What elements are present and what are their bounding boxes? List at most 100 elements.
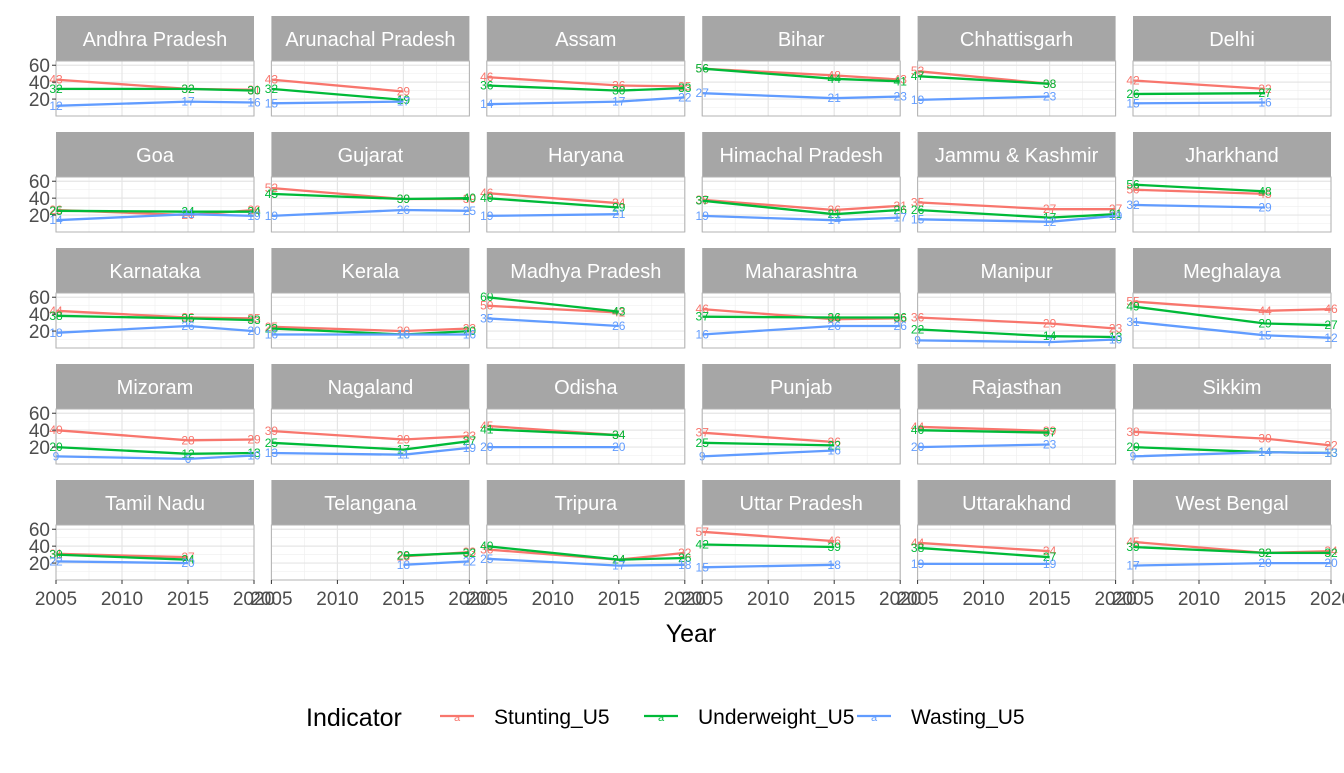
series-line-stunting-u5-himachal-pradesh (702, 198, 901, 212)
data-label-wasting-u5: 21 (828, 91, 842, 105)
data-label-stunting-u5: 29 (397, 84, 411, 98)
data-label-underweight-u5: 34 (612, 428, 626, 442)
series-line-underweight-u5-himachal-pradesh (702, 199, 901, 216)
series-line-wasting-u5-assam (486, 96, 685, 106)
series-line-wasting-u5-madhya-pradesh (486, 317, 619, 328)
panel-border-arunachal-pradesh (270, 60, 470, 117)
data-label-underweight-u5: 37 (1043, 426, 1057, 440)
series-line-underweight-u5-gujarat (271, 192, 470, 201)
facet-label-tripura: Tripura (554, 493, 617, 515)
data-label-wasting-u5: 11 (397, 448, 410, 462)
series-line-underweight-u5-karnataka (55, 314, 255, 322)
series-line-underweight-u5-arunachal-pradesh (271, 87, 404, 102)
facet-label-mizoram: Mizoram (117, 377, 194, 399)
data-label-wasting-u5: 26 (828, 319, 842, 333)
data-label-stunting-u5: 34 (1043, 544, 1057, 558)
facet-label-uttarakhand: Uttarakhand (962, 493, 1071, 515)
data-label-wasting-u5: 16 (397, 327, 411, 341)
series-line-underweight-u5-andhra-pradesh (56, 87, 255, 92)
series-line-stunting-u5-haryana (486, 191, 619, 205)
facet-label-west-bengal: West Bengal (1175, 493, 1288, 515)
y-tick-label: 40 (29, 537, 50, 558)
data-label-underweight-u5: 29 (612, 200, 626, 214)
panel-border-andhra-pradesh (55, 60, 255, 117)
facet-strip-mizoram (56, 364, 254, 409)
x-tick-label: 2015 (382, 589, 424, 610)
data-label-wasting-u5: 17 (181, 95, 195, 109)
facet-label-kerala: Kerala (341, 261, 400, 283)
series-line-underweight-u5-meghalaya (1132, 305, 1332, 327)
facet-strip-tripura (486, 480, 685, 525)
x-tick-label: 2010 (747, 589, 789, 610)
series-line-wasting-u5-bihar (702, 92, 901, 100)
series-line-wasting-u5-haryana (486, 213, 619, 218)
data-label-wasting-u5: 19 (1043, 557, 1057, 571)
series-line-wasting-u5-tripura (486, 557, 685, 567)
data-label-underweight-u5: 17 (397, 443, 411, 457)
panel-border-delhi (1132, 60, 1332, 117)
facet-label-chhattisgarh: Chhattisgarh (960, 29, 1073, 51)
series-line-stunting-u5-maharashtra (702, 307, 901, 321)
data-label-underweight-u5: 14 (1043, 329, 1057, 343)
data-label-wasting-u5: 14 (1258, 445, 1272, 459)
y-tick-label: 40 (29, 421, 50, 442)
panel-border-jammu-kashmir (917, 176, 1117, 233)
facet-strip-jammu-kashmir (917, 132, 1116, 177)
data-label-underweight-u5: 43 (612, 305, 626, 319)
data-label-wasting-u5: 6 (185, 452, 192, 466)
data-label-wasting-u5: 16 (1258, 95, 1272, 109)
panel-border-jharkhand (1132, 176, 1332, 233)
facet-label-meghalaya: Meghalaya (1183, 261, 1282, 283)
series-line-stunting-u5-delhi (1132, 79, 1266, 91)
y-tick-label: 60 (29, 520, 50, 541)
data-label-wasting-u5: 17 (612, 559, 626, 573)
series-line-stunting-u5-meghalaya (1132, 300, 1332, 312)
data-label-wasting-u5: 23 (1043, 438, 1057, 452)
y-tick-label: 60 (29, 172, 50, 193)
series-line-wasting-u5-jharkhand (1132, 203, 1266, 209)
x-tick-label: 2020 (233, 589, 275, 610)
series-line-wasting-u5-tamil-nadu (55, 560, 189, 565)
x-tick-label: 2010 (101, 589, 143, 610)
series-line-wasting-u5-delhi (1132, 101, 1266, 105)
x-tick-label: 2005 (466, 589, 508, 610)
data-label-underweight-u5: 32 (181, 82, 195, 96)
series-line-stunting-u5-assam (486, 75, 685, 88)
y-tick-label: 40 (29, 305, 50, 326)
x-tick-label: 2010 (532, 589, 574, 610)
series-line-stunting-u5-jharkhand (1132, 188, 1266, 196)
panel-border-uttarakhand (917, 524, 1117, 581)
y-tick-label: 40 (29, 73, 50, 94)
data-label-underweight-u5: 22 (828, 438, 842, 452)
panel-border-tripura (486, 524, 686, 581)
x-tick-label: 2005 (250, 589, 292, 610)
data-label-wasting-u5: 29 (1258, 200, 1272, 214)
data-label-wasting-u5: 18 (828, 558, 842, 572)
x-tick-label: 2020 (1094, 589, 1136, 610)
facet-strip-andhra-pradesh (56, 16, 254, 61)
data-label-underweight-u5: 27 (1043, 550, 1057, 564)
series-line-wasting-u5-mizoram (55, 454, 255, 461)
series-line-wasting-u5-telangana (403, 560, 470, 566)
y-tick-label: 20 (29, 206, 50, 227)
data-label-underweight-u5: 39 (828, 540, 842, 554)
data-label-underweight-u5: 29 (1258, 316, 1272, 330)
series-line-underweight-u5-west-bengal (1132, 545, 1331, 555)
facet-label-uttar-pradesh: Uttar Pradesh (740, 493, 863, 515)
series-line-wasting-u5-himachal-pradesh (702, 214, 901, 222)
facet-label-andhra-pradesh: Andhra Pradesh (83, 29, 228, 51)
panel-border-maharashtra (701, 292, 901, 349)
x-tick-label: 2020 (664, 589, 706, 610)
facet-strip-meghalaya (1133, 248, 1331, 293)
data-label-stunting-u5: 39 (1043, 424, 1057, 438)
series-line-stunting-u5-uttarakhand (917, 541, 1050, 553)
facet-strip-goa (56, 132, 254, 177)
x-tick-label: 2020 (1310, 589, 1344, 610)
facet-strip-punjab (702, 364, 901, 409)
panel-border-mizoram (55, 408, 255, 465)
data-label-underweight-u5: 21 (828, 207, 842, 221)
data-label-wasting-u5: 7 (1046, 335, 1053, 349)
facet-label-arunachal-pradesh: Arunachal Pradesh (285, 29, 455, 51)
